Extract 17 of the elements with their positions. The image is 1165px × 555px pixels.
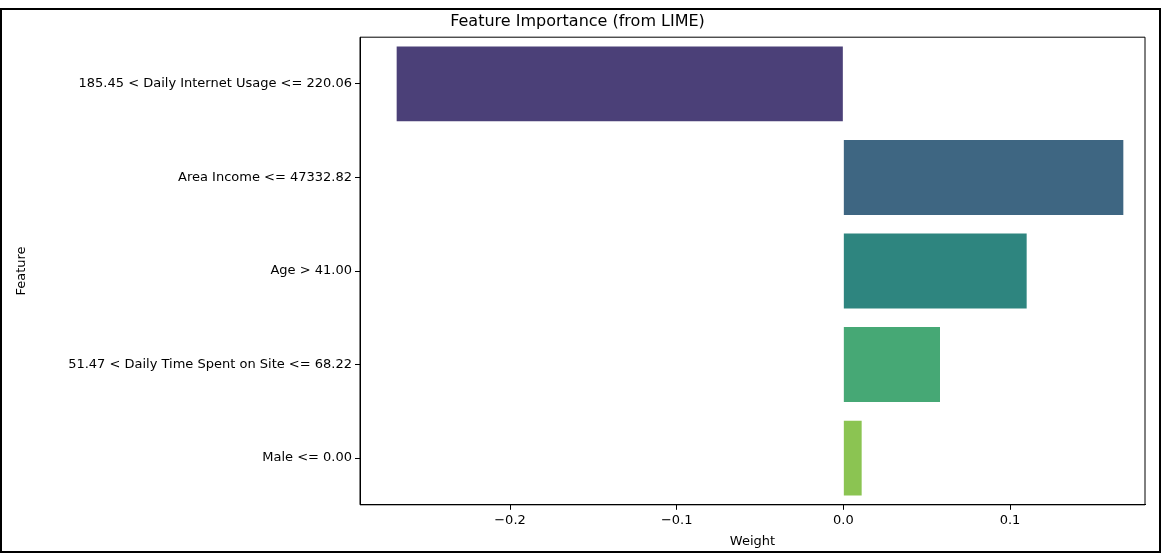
- x-tick-label: 0.1: [999, 511, 1021, 527]
- y-tick-label: Age > 41.00: [270, 262, 352, 278]
- x-tick-label: 0.0: [832, 511, 854, 527]
- bar: [843, 327, 940, 402]
- x-tick-label: −0.1: [660, 511, 693, 527]
- y-tick-label: 185.45 < Daily Internet Usage <= 220.06: [78, 75, 352, 91]
- bar: [843, 420, 862, 496]
- x-tick-label: −0.2: [494, 511, 526, 527]
- y-tick-label: Area Income <= 47332.82: [178, 168, 352, 184]
- y-tick-label: Male <= 0.00: [262, 449, 352, 465]
- bar: [843, 140, 1124, 215]
- bar: [396, 46, 843, 122]
- y-tick-label: 51.47 < Daily Time Spent on Site <= 68.22: [68, 355, 352, 371]
- x-axis-title: Weight: [729, 532, 776, 548]
- bar: [843, 233, 1027, 309]
- y-axis-title: Feature: [13, 246, 29, 296]
- chart-title: Feature Importance (from LIME): [450, 10, 705, 30]
